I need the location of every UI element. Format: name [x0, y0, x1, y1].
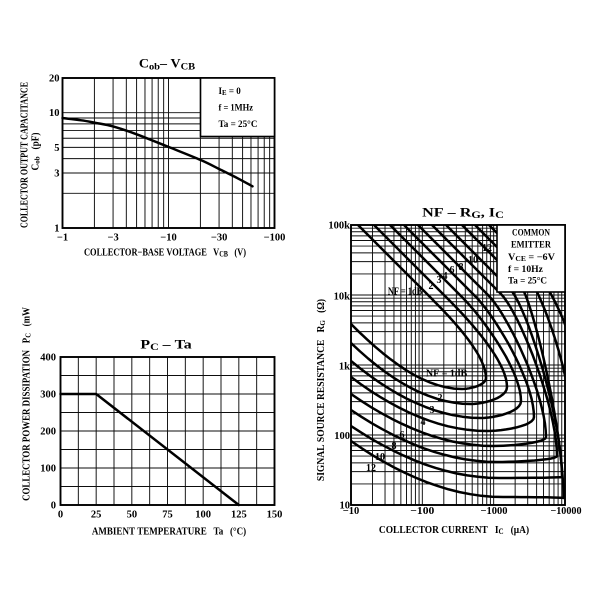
- svg-text:PC – Ta: PC – Ta: [140, 338, 191, 353]
- svg-text:EMITTER: EMITTER: [511, 239, 551, 250]
- svg-text:6: 6: [400, 430, 405, 441]
- svg-text:f = 1MHz: f = 1MHz: [219, 102, 254, 112]
- svg-text:0: 0: [58, 510, 63, 521]
- svg-text:5: 5: [54, 143, 59, 154]
- svg-text:Cob– VCB: Cob– VCB: [139, 56, 196, 72]
- svg-text:Ta = 25°C: Ta = 25°C: [219, 119, 258, 129]
- svg-text:VCE = −6V: VCE = −6V: [508, 252, 555, 263]
- svg-text:−30: −30: [211, 233, 227, 244]
- svg-text:0: 0: [51, 501, 56, 512]
- svg-text:400: 400: [40, 353, 56, 364]
- svg-text:3: 3: [54, 168, 59, 179]
- svg-text:Cob (pF): Cob (pF): [30, 133, 42, 171]
- svg-text:−10: −10: [160, 233, 176, 244]
- svg-text:150: 150: [267, 510, 283, 521]
- svg-text:8: 8: [459, 262, 464, 273]
- svg-text:20: 20: [49, 74, 60, 85]
- svg-text:10: 10: [468, 255, 478, 266]
- svg-text:NF = 1dB: NF = 1dB: [388, 286, 422, 297]
- svg-text:100k: 100k: [328, 221, 350, 232]
- svg-text:2: 2: [438, 393, 443, 404]
- svg-text:100: 100: [334, 431, 350, 442]
- svg-text:1: 1: [54, 224, 59, 235]
- svg-text:4: 4: [443, 271, 448, 282]
- svg-text:50: 50: [127, 510, 138, 521]
- svg-text:−3: −3: [107, 233, 118, 244]
- svg-text:300: 300: [40, 390, 56, 401]
- svg-text:12: 12: [482, 243, 492, 254]
- svg-text:25: 25: [91, 510, 102, 521]
- svg-text:−1: −1: [57, 233, 68, 244]
- svg-text:4: 4: [421, 417, 426, 428]
- svg-text:10: 10: [340, 501, 351, 512]
- svg-text:−10000: −10000: [550, 506, 581, 517]
- svg-text:−1000: −1000: [481, 506, 508, 517]
- svg-text:COMMON: COMMON: [512, 227, 551, 238]
- svg-text:2: 2: [429, 281, 434, 292]
- svg-text:3: 3: [437, 275, 442, 286]
- svg-text:f = 10Hz: f = 10Hz: [508, 264, 544, 275]
- svg-text:−100: −100: [410, 505, 434, 516]
- svg-text:COLLECTOR POWER DISSIPATION: COLLECTOR POWER DISSIPATION PC (mW: [21, 307, 33, 501]
- svg-text:−10: −10: [343, 506, 359, 517]
- svg-text:6: 6: [450, 265, 455, 276]
- svg-text:10: 10: [375, 452, 385, 463]
- svg-text:COLLECTOR−BASE VOLTAGE VCB: COLLECTOR−BASE VOLTAGE VCB (V): [84, 247, 246, 259]
- svg-text:SIGNAL SOURCE RESISTANCE RG: SIGNAL SOURCE RESISTANCE RG (Ω): [316, 299, 328, 481]
- svg-text:IE = 0: IE = 0: [219, 86, 242, 97]
- svg-text:−100: −100: [264, 233, 286, 244]
- svg-text:200: 200: [40, 427, 56, 438]
- svg-text:NF – RG, IC: NF – RG, IC: [422, 206, 504, 221]
- svg-text:10: 10: [49, 108, 60, 119]
- svg-text:COLLECTOR OUTPUT CAPACITANCE: COLLECTOR OUTPUT CAPACITANCE: [19, 82, 30, 228]
- svg-text:NF = 1dB: NF = 1dB: [426, 369, 468, 380]
- svg-text:100: 100: [40, 464, 56, 475]
- svg-text:100: 100: [195, 510, 211, 521]
- svg-text:8: 8: [392, 441, 397, 452]
- svg-text:3: 3: [430, 405, 435, 416]
- svg-text:AMBIENT TEMPERATURE Ta (°C: AMBIENT TEMPERATURE Ta (°C): [92, 526, 246, 538]
- svg-text:COLLECTOR CURRENT IC (μA): COLLECTOR CURRENT IC (μA): [379, 525, 529, 537]
- svg-text:1k: 1k: [339, 362, 350, 373]
- svg-text:12: 12: [366, 463, 376, 474]
- svg-text:Ta = 25°C: Ta = 25°C: [508, 275, 547, 286]
- svg-text:10k: 10k: [334, 292, 351, 303]
- svg-text:125: 125: [231, 510, 247, 521]
- svg-text:75: 75: [162, 510, 173, 521]
